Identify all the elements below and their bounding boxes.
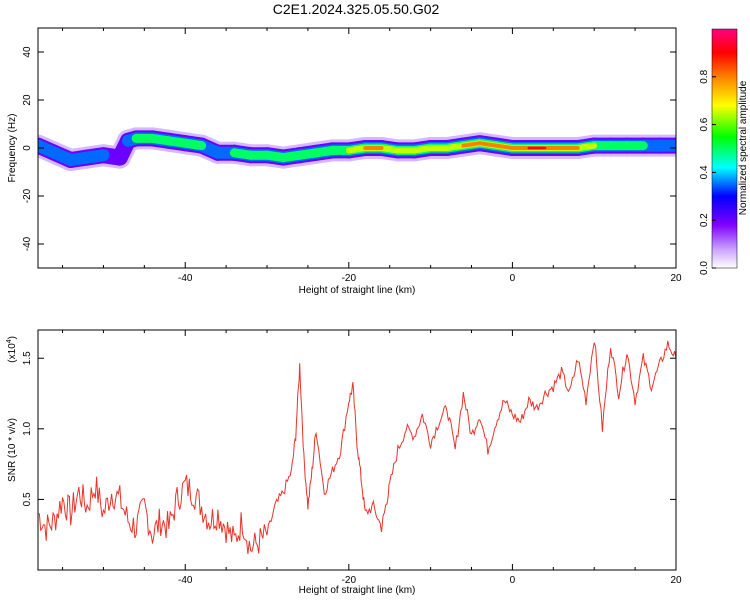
svg-text:(x104): (x104)	[6, 336, 18, 363]
spectrogram-ridge-segment	[574, 142, 598, 151]
snr-xtick-label: -20	[342, 575, 357, 586]
snr-frame	[37, 329, 677, 571]
spectrogram-panel: -40 -20 0 20 40 20 0 -20 -40 Height of straight …	[7, 27, 682, 296]
spectrogram-ytick-label: 40	[22, 46, 33, 58]
snr-ytick-label: 1.5	[22, 351, 33, 365]
spectrogram-ridge-segment	[461, 141, 482, 148]
snr-scale-exponent: 4	[6, 339, 13, 343]
colorbar-tick-label: 0.0	[699, 261, 710, 275]
colorbar-tick-label: 0.4	[699, 165, 710, 179]
spectrogram-ytick-label: 20	[22, 94, 33, 106]
spectrogram-ytick-label: 0	[22, 145, 33, 151]
spectrogram-ytick-label: -40	[22, 236, 33, 251]
snr-xtick-label: 0	[510, 575, 516, 586]
spectrogram-xtick-label: 20	[670, 273, 682, 284]
snr-panel: -40 -20 0 20 0.5 1.0 1.5 Height of straight li…	[6, 329, 682, 596]
spectrogram-ytick-label: -20	[22, 188, 33, 203]
snr-series-line	[38, 340, 676, 555]
spectrogram-ridge	[38, 127, 676, 171]
colorbar-ticks: 0.0 0.2 0.4 0.6 0.8	[699, 69, 716, 275]
colorbar-tick-label: 0.6	[699, 117, 710, 131]
spectrogram-ylabel: Frequency (Hz)	[7, 114, 18, 183]
figure-title: C2E1.2024.325.05.50.G02	[273, 1, 440, 17]
colorbar-tick-label: 0.8	[699, 69, 710, 83]
snr-xtick-label: 20	[670, 575, 682, 586]
spectrogram-ticks: -40 -20 0 20 40 20 0 -20 -40	[22, 28, 682, 284]
spectrogram-ridge-segment	[81, 149, 110, 164]
colorbar-label: Normalized spectral amplitude	[738, 80, 749, 215]
snr-ytick-label: 1.0	[22, 421, 33, 435]
snr-xtick-label: -40	[178, 575, 193, 586]
spectrogram-ridge-segment	[494, 143, 515, 150]
colorbar-gradient	[711, 28, 738, 269]
snr-ylabel: SNR (10 * v/v)	[7, 418, 18, 482]
snr-scale-prefix: (x10	[7, 343, 18, 363]
spectrogram-ridge-segment	[180, 138, 207, 151]
colorbar-tick-label: 0.2	[699, 213, 710, 227]
spectrogram-ridge-segment	[477, 141, 499, 148]
spectrogram-xtick-label: -40	[178, 273, 193, 284]
spectrogram-xlabel: Height of straight line (km)	[299, 285, 416, 296]
snr-ticks: -40 -20 0 20 0.5 1.0 1.5	[22, 330, 682, 586]
snr-xlabel: Height of straight line (km)	[299, 585, 416, 596]
colorbar: 0.0 0.2 0.4 0.6 0.8 Normalized spectral ampl…	[699, 28, 749, 275]
spectrogram-xtick-label: -20	[342, 273, 357, 284]
snr-ytick-label: 0.5	[22, 492, 33, 506]
snr-scale-suffix: )	[7, 336, 18, 339]
snr-scale-label: (x104)	[6, 336, 18, 363]
spectrogram-xtick-label: 0	[510, 273, 516, 284]
